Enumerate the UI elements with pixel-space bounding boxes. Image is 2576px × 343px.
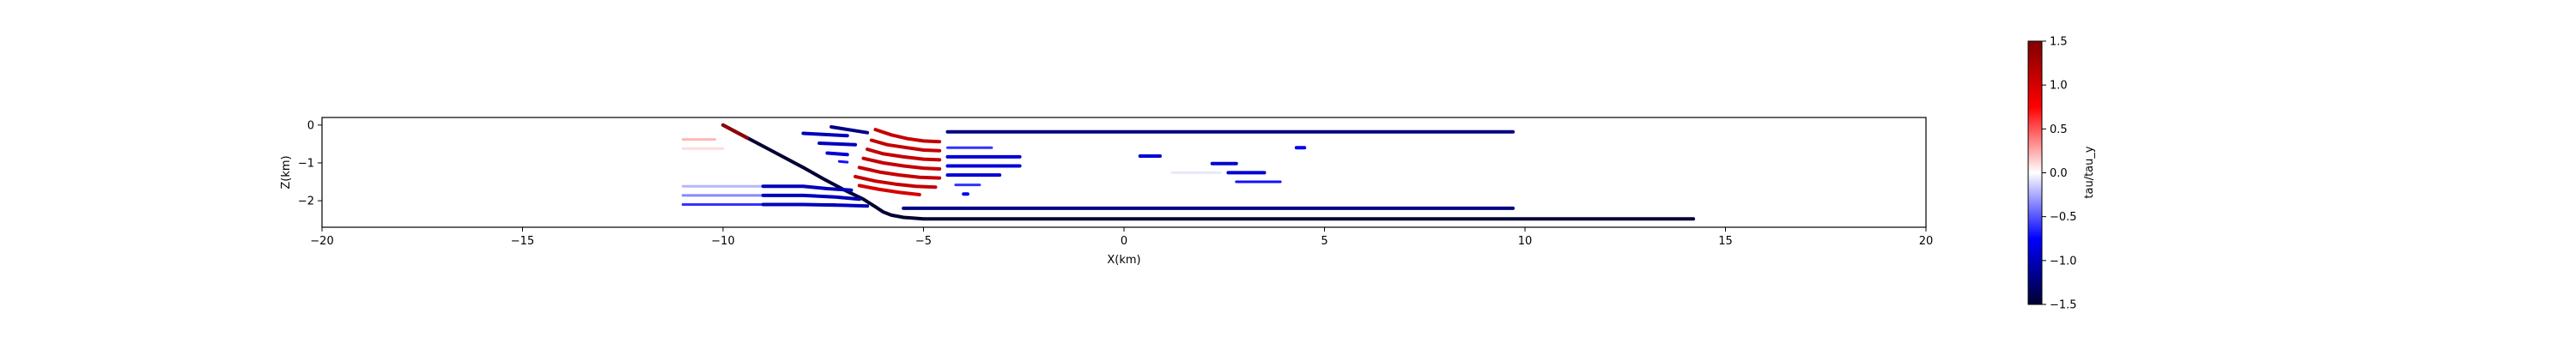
colorbar-tick-label: 0.5 <box>2050 123 2068 136</box>
colorbar <box>2027 40 2043 305</box>
x-tick-label: 15 <box>1718 235 1733 248</box>
slip-trace-29 <box>761 202 870 208</box>
slip-trace-15 <box>873 128 942 144</box>
slip-trace-27 <box>761 184 854 192</box>
slip-trace-17 <box>866 147 942 162</box>
x-tick-label: −15 <box>511 235 534 248</box>
slip-trace-21 <box>857 184 921 196</box>
x-tick-label: 0 <box>1121 235 1127 248</box>
slip-trace-16 <box>869 138 942 153</box>
colorbar-axis: 1.5 1.0 0.5 0.0 −0.5 −1.0 −1.5 <box>2042 36 2077 312</box>
y-axis-label: Z(km) <box>280 155 293 189</box>
slip-trace-28 <box>761 193 861 202</box>
slip-trace-10 <box>829 125 870 135</box>
x-tick-label: 10 <box>1518 235 1533 248</box>
colorbar-tick-label: 1.0 <box>2050 80 2068 93</box>
y-tick-label: −2 <box>298 196 314 208</box>
x-tick-label: −20 <box>310 235 333 248</box>
colorbar-tick-label: 0.0 <box>2050 167 2068 180</box>
y-tick-label: 0 <box>307 119 314 132</box>
colorbar-tick-label: −1.5 <box>2050 299 2077 312</box>
y-axis: 0 −1 −2 <box>298 119 322 208</box>
x-tick-label: −10 <box>711 235 734 248</box>
slip-trace-12 <box>817 141 858 147</box>
slip-trace-11 <box>801 131 849 138</box>
slip-trace-19 <box>857 165 942 180</box>
axes-frame <box>321 117 1927 228</box>
colorbar-label: tau/tau_y <box>2083 146 2096 198</box>
x-axis-label: X(km) <box>1107 254 1140 267</box>
x-tick-label: 5 <box>1321 235 1327 248</box>
slip-trace-18 <box>861 156 942 171</box>
x-tick-label: −5 <box>915 235 932 248</box>
colorbar-tick-label: 1.5 <box>2050 36 2068 49</box>
plot-area <box>681 123 1696 221</box>
slip-trace-14 <box>837 159 849 164</box>
slip-trace-13 <box>825 151 849 157</box>
slip-trace-0 <box>721 123 1696 221</box>
slip-trace-1 <box>721 123 749 140</box>
x-tick-label: 20 <box>1919 235 1934 248</box>
colorbar-tick-label: −0.5 <box>2050 211 2077 224</box>
colorbar-tick-label: −1.0 <box>2050 255 2077 268</box>
slip-trace-20 <box>854 174 938 190</box>
y-tick-label: −1 <box>298 157 314 170</box>
x-axis: −20 −15 −10 −5 0 5 10 15 20 <box>310 227 1933 248</box>
